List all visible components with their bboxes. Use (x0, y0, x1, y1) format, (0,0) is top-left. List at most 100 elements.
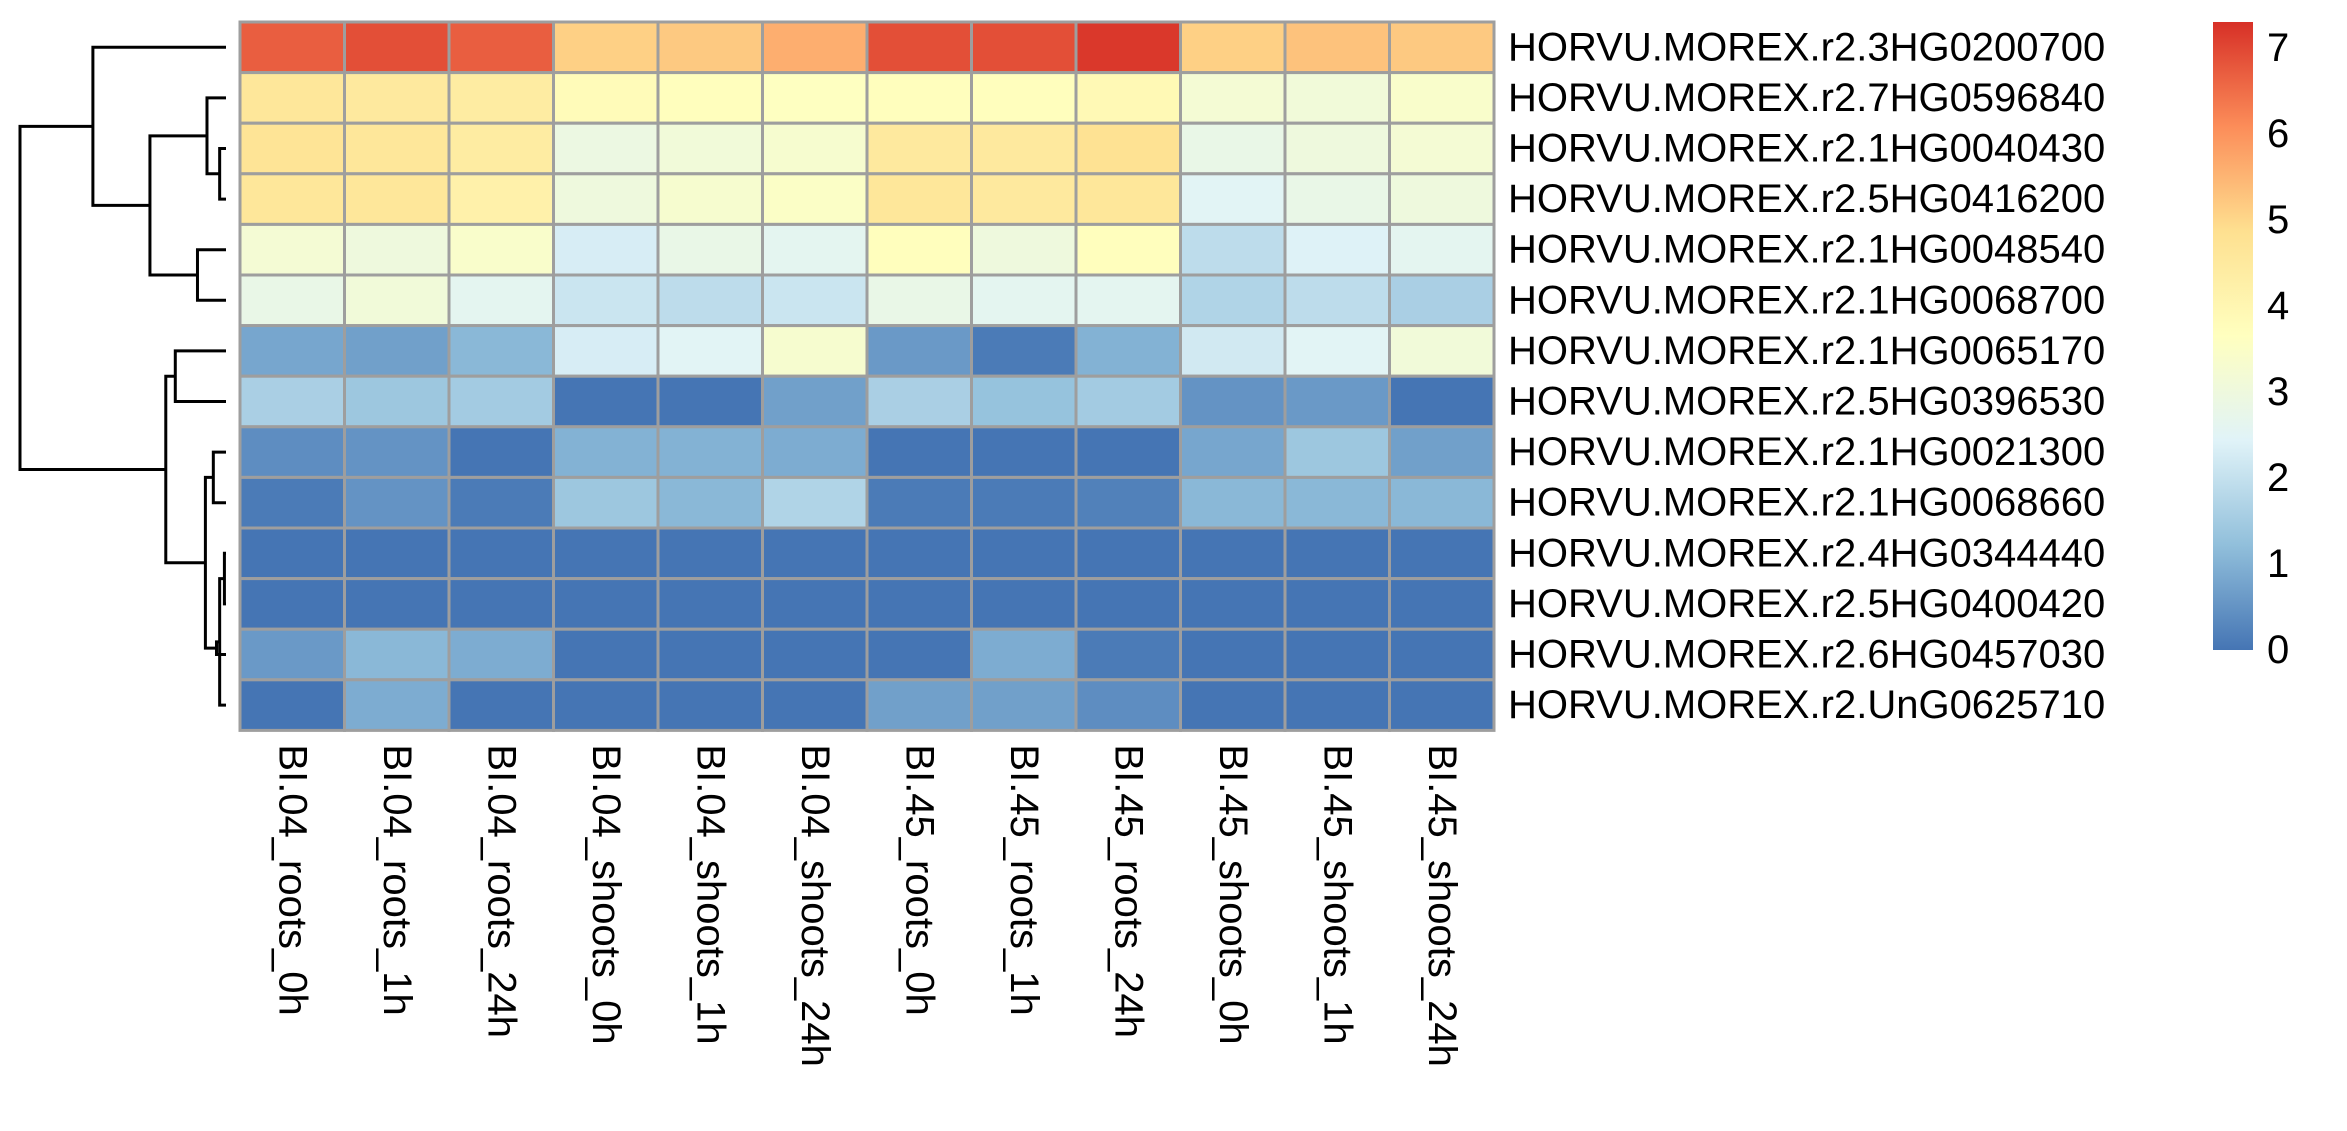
heatmap-cell (1074, 222, 1182, 277)
heatmap-cell (1179, 71, 1287, 125)
row-label: HORVU.MOREX.r2.1HG0021300 (1508, 430, 2105, 474)
color-legend-bar (2213, 22, 2253, 650)
heatmap-cell (970, 172, 1078, 226)
heatmap-cell (970, 273, 1078, 328)
row-label: HORVU.MOREX.r2.5HG0416200 (1508, 177, 2105, 221)
heatmap-cell (656, 324, 764, 378)
heatmap-cell (343, 20, 451, 75)
heatmap-cell (1074, 121, 1182, 176)
column-label: BI.45_shoots_0h (1211, 744, 1255, 1044)
heatmap-cell (1388, 678, 1496, 732)
legend-tick-label: 1 (2267, 542, 2289, 586)
dendrogram-branch (205, 96, 226, 176)
heatmap-cell (1074, 273, 1182, 328)
column-label: BI.04_roots_1h (375, 744, 419, 1015)
heatmap-cell (343, 678, 451, 732)
heatmap-cells (238, 20, 1496, 732)
color-legend: 0 1 2 3 4 5 6 7 (2213, 22, 2289, 672)
heatmap-cell (656, 425, 764, 479)
heatmap-cell (1179, 172, 1287, 226)
heatmap-cell (970, 374, 1078, 429)
heatmap-cell (1283, 627, 1391, 682)
heatmap-cell (656, 374, 764, 429)
heatmap-cell (1283, 222, 1391, 277)
heatmap-cell (1179, 20, 1287, 75)
heatmap-cell (1179, 425, 1287, 479)
heatmap-cell (1283, 71, 1391, 125)
heatmap-cell (761, 172, 869, 226)
heatmap-cell (1388, 172, 1496, 226)
heatmap-cell (865, 475, 973, 530)
column-label: BI.45_shoots_24h (1420, 744, 1464, 1066)
heatmap-cell (865, 20, 973, 75)
heatmap-cell (865, 71, 973, 125)
heatmap-cell (970, 20, 1078, 75)
heatmap-cell (656, 526, 764, 581)
heatmap-cell (865, 273, 973, 328)
heatmap-cell (447, 678, 555, 732)
row-label: HORVU.MOREX.r2.1HG0065170 (1508, 329, 2105, 373)
heatmap-cell (238, 172, 346, 226)
heatmap-cell (343, 172, 451, 226)
heatmap-cell (656, 172, 764, 226)
heatmap-cell (1074, 425, 1182, 479)
heatmap-cell (761, 374, 869, 429)
heatmap-cell (1283, 577, 1391, 631)
heatmap-cell (552, 172, 660, 226)
heatmap-cell (238, 71, 346, 125)
heatmap-cell (1074, 374, 1182, 429)
row-label: HORVU.MOREX.r2.1HG0068660 (1508, 481, 2105, 525)
heatmap-cell (1283, 425, 1391, 479)
heatmap-cell (447, 121, 555, 176)
heatmap-cell (238, 121, 346, 176)
heatmap-cell (447, 526, 555, 581)
heatmap-cell (343, 324, 451, 378)
heatmap-cell (447, 475, 555, 530)
heatmap-cell (552, 273, 660, 328)
row-dendrogram (18, 45, 226, 707)
heatmap-cell (1179, 526, 1287, 581)
heatmap-cell (343, 374, 451, 429)
column-label: BI.45_roots_1h (1002, 744, 1046, 1015)
heatmap-cell (656, 222, 764, 277)
heatmap-cell (1179, 678, 1287, 732)
legend-tick-label: 2 (2267, 456, 2289, 500)
heatmap-cell (1283, 475, 1391, 530)
heatmap-cell (865, 222, 973, 277)
heatmap-cell (970, 71, 1078, 125)
row-label: HORVU.MOREX.r2.1HG0048540 (1508, 228, 2105, 272)
heatmap-cell (552, 577, 660, 631)
heatmap-cell (238, 475, 346, 530)
legend-tick-label: 5 (2267, 198, 2289, 242)
heatmap-cell (761, 324, 869, 378)
heatmap-cell (343, 71, 451, 125)
heatmap-cell (970, 526, 1078, 581)
heatmap-cell (761, 577, 869, 631)
heatmap-cell (970, 678, 1078, 732)
heatmap-cell (865, 324, 973, 378)
heatmap-cell (1074, 577, 1182, 631)
heatmap-cell (656, 475, 764, 530)
legend-tick-label: 3 (2267, 370, 2289, 414)
heatmap-cell (238, 678, 346, 732)
heatmap-cell (970, 577, 1078, 631)
dendrogram-branch (164, 374, 206, 565)
heatmap-cell (447, 222, 555, 277)
heatmap-cell (761, 526, 869, 581)
row-label: HORVU.MOREX.r2.7HG0596840 (1508, 76, 2105, 120)
heatmap-cell (1388, 475, 1496, 530)
heatmap-cell (865, 627, 973, 682)
column-label: BI.04_roots_24h (479, 744, 523, 1038)
heatmap-cell (656, 273, 764, 328)
heatmap-cell (1283, 121, 1391, 176)
legend-tick-label: 6 (2267, 112, 2289, 156)
heatmap-cell (656, 71, 764, 125)
heatmap-cell (1283, 273, 1391, 328)
column-label: BI.04_shoots_24h (793, 744, 837, 1066)
heatmap-cell (1179, 475, 1287, 530)
column-labels: BI.04_roots_0h BI.04_roots_1h BI.04_roots_… (270, 744, 1464, 1066)
heatmap-cell (238, 425, 346, 479)
heatmap-cell (865, 172, 973, 226)
column-label: BI.04_shoots_0h (584, 744, 628, 1044)
heatmap-cell (865, 577, 973, 631)
